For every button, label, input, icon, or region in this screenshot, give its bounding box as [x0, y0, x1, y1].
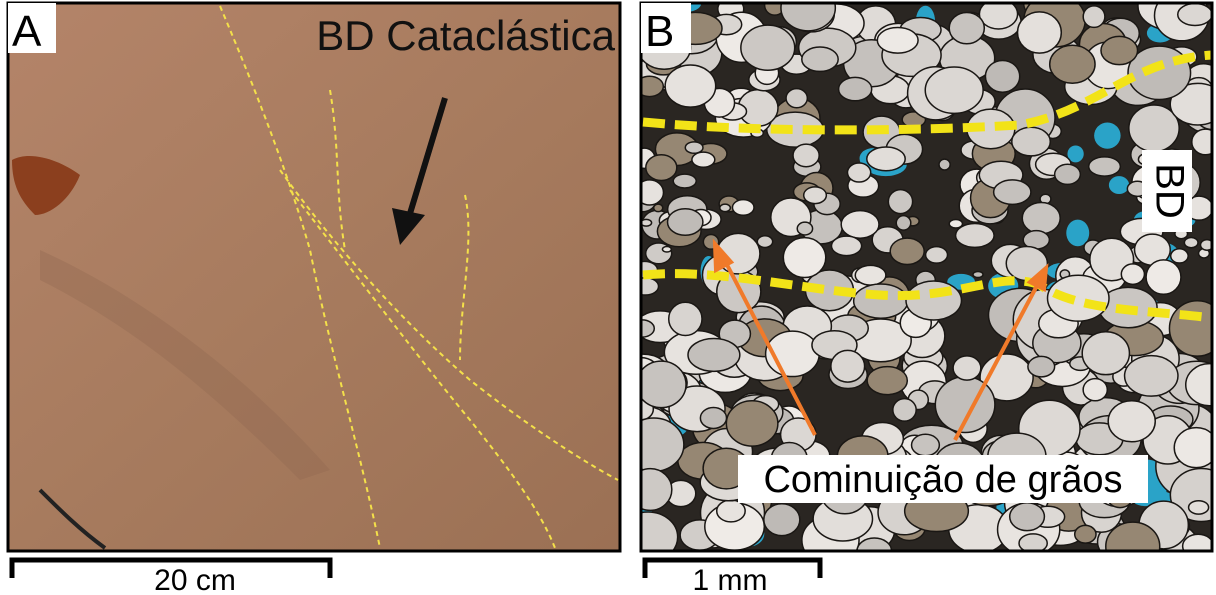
- grain: [764, 504, 800, 536]
- grain: [956, 224, 995, 248]
- grain: [839, 77, 872, 100]
- grain: [662, 247, 671, 252]
- grain: [668, 209, 703, 236]
- grain: [877, 27, 918, 53]
- grain: [953, 356, 981, 380]
- grain: [669, 302, 702, 335]
- grain: [1101, 36, 1138, 64]
- grain: [985, 60, 1019, 92]
- grain: [867, 367, 907, 395]
- grain: [797, 222, 812, 235]
- grain: [855, 265, 886, 285]
- grain: [786, 89, 807, 108]
- annotation: Cominuição de grãos: [763, 459, 1122, 501]
- body: A BD Cataclástica 20 cm BD Cominuição de…: [0, 0, 1216, 595]
- grain: [636, 361, 686, 407]
- grain: [1082, 332, 1129, 375]
- scale-label: 1 mm: [693, 564, 768, 595]
- grain: [1169, 301, 1216, 356]
- grain: [673, 174, 696, 188]
- grain: [949, 13, 984, 44]
- grain: [717, 500, 745, 522]
- grain: [847, 163, 870, 182]
- grain: [1183, 534, 1214, 558]
- grain: [629, 469, 672, 511]
- grain: [926, 247, 948, 264]
- grain: [973, 272, 983, 278]
- grain: [888, 190, 912, 214]
- grain: [1178, 4, 1212, 26]
- figure: A BD Cataclástica 20 cm BD Cominuição de…: [0, 0, 1216, 595]
- grain: [1125, 356, 1178, 397]
- grain: [1171, 249, 1188, 263]
- grain: [685, 142, 703, 153]
- grain: [1075, 525, 1096, 543]
- grain: [1055, 164, 1081, 184]
- grain: [1089, 157, 1121, 176]
- grain: [804, 187, 827, 204]
- grain: [1121, 264, 1144, 284]
- grain: [939, 159, 950, 170]
- panel-label: A: [12, 7, 42, 56]
- grain: [1094, 123, 1120, 149]
- grain: [624, 418, 684, 471]
- grain: [1108, 401, 1155, 442]
- grain: [688, 338, 740, 371]
- side-label: BD: [1147, 163, 1191, 219]
- grain: [633, 278, 659, 295]
- grain: [741, 25, 795, 70]
- grain: [1106, 522, 1160, 571]
- grain: [906, 281, 961, 320]
- grain: [994, 180, 1031, 204]
- grain: [1012, 127, 1051, 156]
- grain: [665, 65, 716, 107]
- grain: [831, 236, 861, 256]
- grain: [1174, 428, 1216, 468]
- grain: [654, 204, 663, 212]
- grain: [619, 512, 678, 562]
- grain: [726, 401, 777, 446]
- grain: [757, 236, 772, 248]
- grain: [1010, 503, 1045, 531]
- grain: [646, 155, 677, 181]
- grain: [1109, 176, 1129, 194]
- grain: [831, 350, 865, 382]
- grain: [700, 407, 726, 428]
- grain: [1146, 260, 1181, 294]
- grain: [890, 238, 924, 264]
- scale-label: 20 cm: [154, 564, 236, 595]
- grain: [1028, 356, 1055, 376]
- page: BD Cataclástica {"panels": [ {"label": "…: [0, 0, 1216, 595]
- grain: [783, 238, 825, 278]
- grain: [732, 200, 754, 216]
- grain: [841, 211, 879, 239]
- panel-label: B: [645, 7, 674, 56]
- grain: [1018, 12, 1062, 53]
- grain: [1083, 6, 1105, 28]
- grain: [720, 204, 731, 211]
- panel-title: BD Cataclástica: [316, 12, 615, 59]
- grain: [854, 284, 908, 318]
- grain: [912, 434, 940, 455]
- grain: [692, 152, 715, 167]
- grain: [1184, 238, 1198, 248]
- grain: [1189, 501, 1209, 514]
- panel-b: BD Cominuição de grãos B 1 mm: [615, 0, 1216, 595]
- grain: [1083, 379, 1107, 401]
- grain: [867, 147, 905, 171]
- grain: [896, 216, 911, 230]
- grain: [925, 67, 983, 113]
- grain: [802, 47, 838, 71]
- grain: [793, 144, 819, 167]
- grain: [1050, 45, 1095, 83]
- grain: [1022, 203, 1060, 234]
- grain: [893, 399, 916, 421]
- panel-a: A BD Cataclástica 20 cm: [8, 3, 620, 595]
